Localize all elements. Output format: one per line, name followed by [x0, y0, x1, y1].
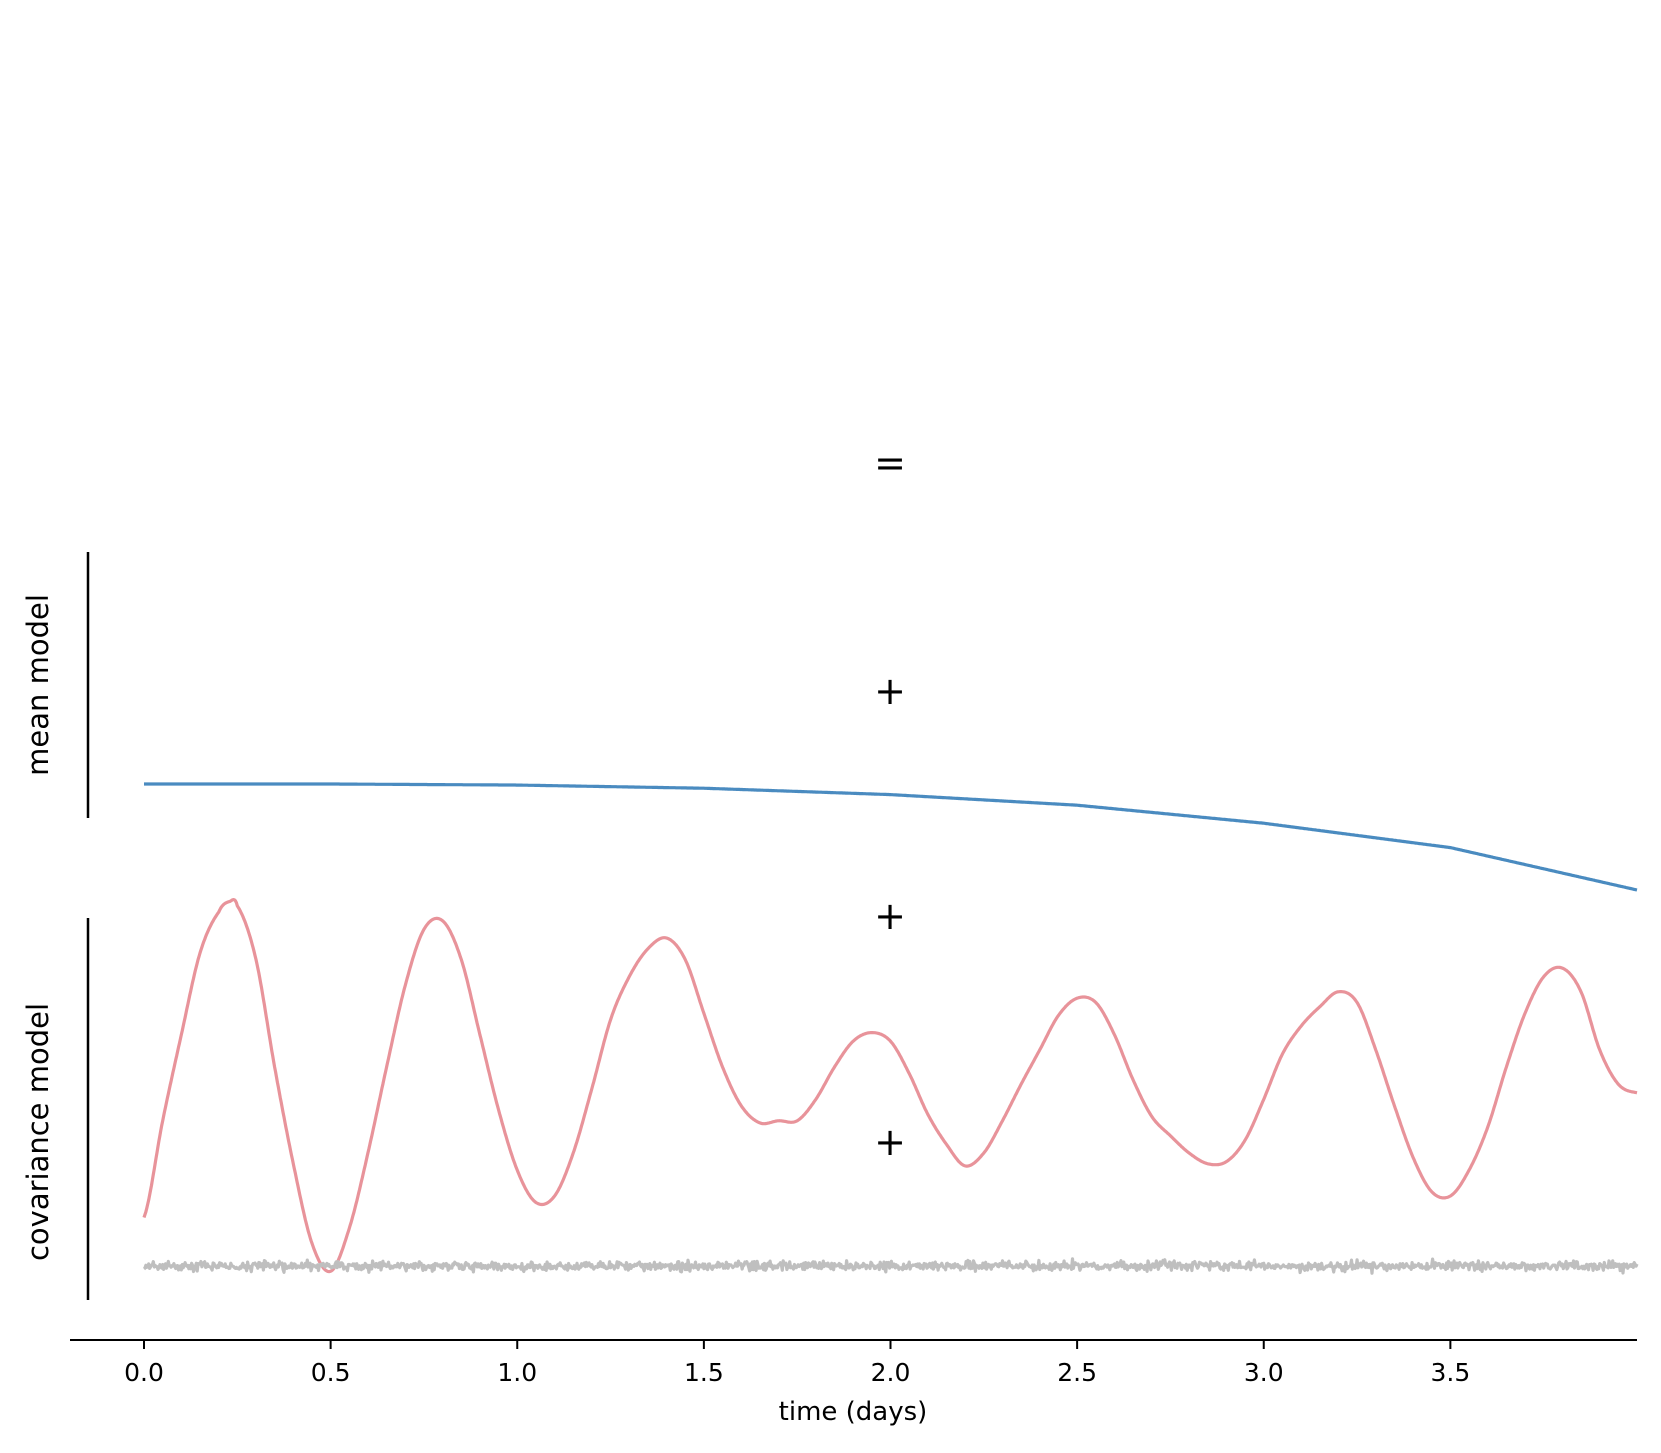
x-tick-label: 3.5	[1430, 1358, 1470, 1387]
mean-model-label: mean model	[21, 594, 55, 776]
equals-operator: =	[874, 441, 906, 485]
x-tick-label: 2.5	[1057, 1358, 1097, 1387]
plus-operator-2: +	[874, 894, 906, 938]
noise-line	[142, 1257, 1639, 1275]
x-tick-label: 3.0	[1244, 1358, 1284, 1387]
plus-operator-1: +	[874, 669, 906, 713]
trend-model-line	[143, 782, 1638, 892]
x-tick-label: 0.0	[124, 1358, 164, 1387]
variability-model-line	[142, 897, 1638, 1274]
plus-operator-3: +	[874, 1120, 906, 1164]
x-tick-label: 0.5	[311, 1358, 351, 1387]
covariance-model-label: covariance model	[21, 1003, 55, 1261]
x-axis-label: time (days)	[779, 1397, 928, 1427]
x-tick-label: 1.0	[497, 1358, 537, 1387]
x-tick-label: 1.5	[684, 1358, 724, 1387]
x-axis-ticks: 0.0 0.5 1.0 1.5 2.0 2.5 3.0 3.5	[124, 1340, 1470, 1387]
x-tick-label: 2.0	[871, 1358, 911, 1387]
